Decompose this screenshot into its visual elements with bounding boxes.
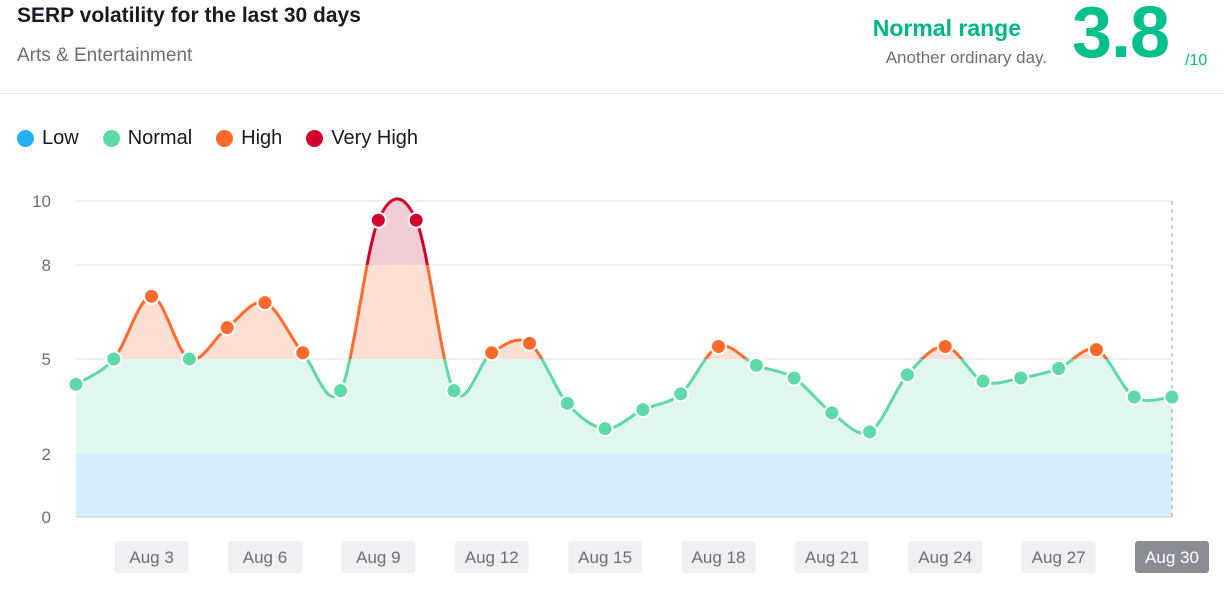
data-point — [180, 350, 198, 368]
legend-label-very-high: Very High — [331, 127, 419, 149]
legend-label-low: Low — [42, 127, 79, 149]
legend-item-low[interactable]: Low — [17, 127, 79, 150]
category-subtitle: Arts & Entertainment — [17, 45, 193, 66]
data-point — [1050, 360, 1068, 377]
data-point — [218, 319, 236, 337]
legend-item-very-high[interactable]: Very High — [306, 127, 418, 150]
x-tick-bg — [568, 541, 643, 573]
x-tick-label: Aug 27 — [1032, 548, 1086, 567]
band-area-normal — [76, 359, 1172, 454]
legend-item-normal[interactable]: Normal — [102, 127, 193, 150]
data-point — [747, 356, 765, 374]
data-point — [558, 394, 576, 412]
data-point — [294, 344, 312, 362]
band-area-low — [76, 454, 1172, 517]
data-point — [1087, 341, 1105, 359]
x-tick-label: Aug 24 — [918, 548, 972, 567]
high-dot-icon — [216, 130, 234, 147]
low-dot-icon — [17, 130, 34, 147]
data-point — [1163, 388, 1181, 406]
legend-label-high: High — [241, 127, 283, 149]
x-tick-bg — [1135, 541, 1209, 573]
range-status: Normal range — [872, 15, 1021, 41]
data-point — [143, 287, 161, 305]
score-max: /10 — [1185, 52, 1208, 69]
range-description: Another ordinary day. — [885, 48, 1047, 67]
y-tick-label: 0 — [42, 508, 51, 527]
data-point — [823, 404, 841, 422]
data-point — [256, 294, 274, 312]
data-point — [936, 337, 954, 355]
x-tick-label: Aug 15 — [578, 548, 632, 567]
legend: Low Normal High Very High — [17, 127, 418, 150]
y-tick-label: 10 — [32, 192, 51, 211]
x-tick-label: Aug 21 — [805, 548, 859, 567]
data-point — [105, 350, 123, 368]
data-point — [369, 211, 387, 229]
legend-item-high[interactable]: High — [216, 127, 282, 150]
x-tick-label: Aug 18 — [692, 548, 746, 567]
y-tick-label: 2 — [42, 445, 51, 464]
x-tick-label: Aug 6 — [243, 548, 287, 567]
chart-title: SERP volatility for the last 30 days — [17, 4, 361, 27]
very-high-dot-icon — [306, 130, 324, 147]
x-tick-bg — [454, 541, 529, 573]
x-tick-bg — [227, 541, 302, 573]
data-point — [785, 369, 803, 387]
data-point — [67, 375, 85, 393]
normal-dot-icon — [102, 130, 120, 147]
data-point — [521, 334, 539, 352]
x-tick-bg — [1021, 541, 1096, 573]
data-point — [1012, 369, 1030, 387]
data-point — [445, 382, 463, 400]
data-point — [861, 423, 879, 441]
x-tick-label: Aug 12 — [465, 548, 519, 567]
data-point — [974, 372, 992, 390]
volatility-score: 3.8 — [1072, 0, 1170, 73]
legend-label-normal: Normal — [127, 127, 193, 149]
x-tick-bg — [681, 541, 756, 573]
x-tick-label: Aug 3 — [129, 548, 173, 567]
data-point — [596, 420, 614, 438]
data-point — [483, 344, 501, 362]
data-point — [407, 211, 425, 229]
data-point — [332, 382, 350, 400]
data-point — [1125, 388, 1143, 406]
band-area-high — [113, 265, 1107, 359]
data-point — [672, 385, 690, 403]
data-point — [709, 337, 727, 355]
header-divider — [0, 93, 1224, 94]
x-tick-bg — [908, 541, 983, 573]
x-tick-bg — [341, 541, 416, 573]
x-tick-label: Aug 30 — [1145, 548, 1199, 567]
y-tick-label: 8 — [42, 256, 51, 275]
x-tick-bg — [114, 541, 189, 573]
data-point — [634, 401, 652, 419]
data-point — [898, 366, 916, 384]
x-tick-label: Aug 9 — [356, 548, 400, 567]
x-tick-bg — [794, 541, 869, 573]
y-tick-label: 5 — [42, 350, 51, 369]
